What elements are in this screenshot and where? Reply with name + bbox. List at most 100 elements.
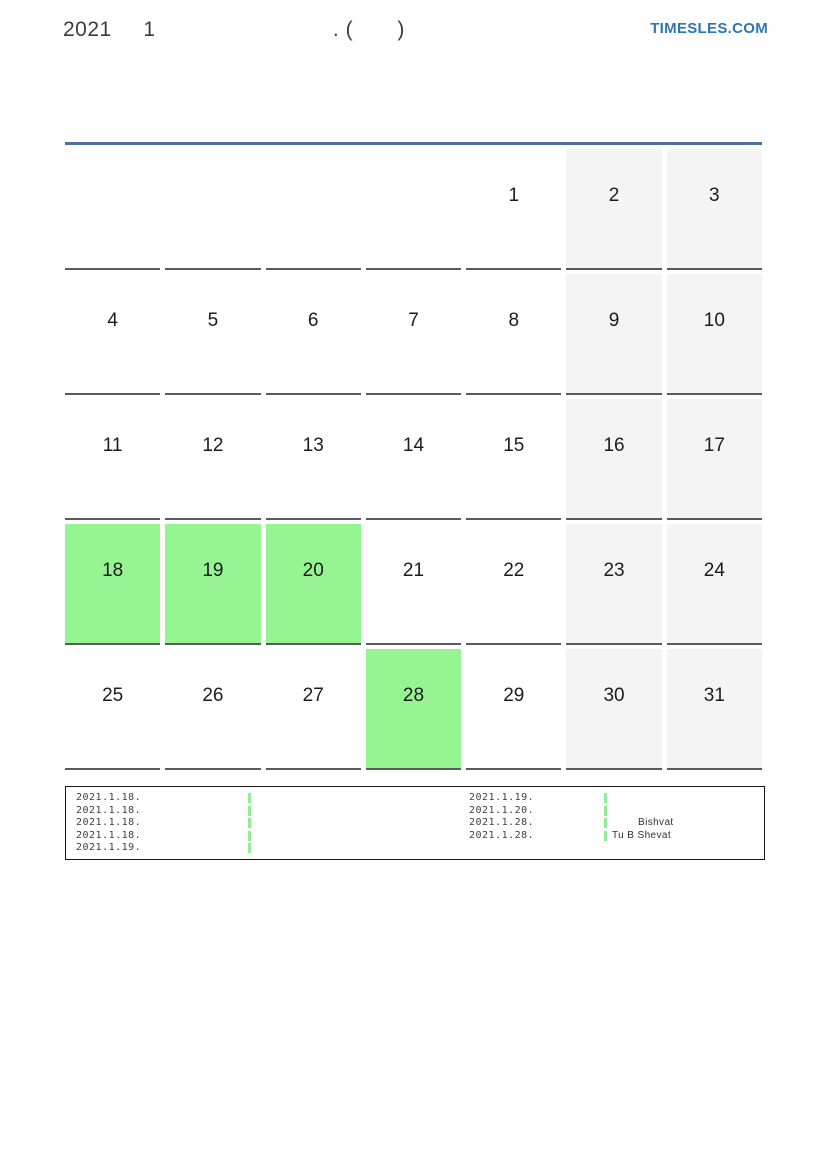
day-cell: 12 xyxy=(165,399,261,520)
day-cell: 21 xyxy=(365,524,462,645)
page-header: 2021 1 . ( ) TIMESLES.COM xyxy=(63,18,768,42)
day-cell-weekend: 24 xyxy=(666,524,762,645)
legend-date: 2021.1.18. xyxy=(76,829,142,841)
day-number: 26 xyxy=(202,685,224,706)
day-cell: 8 xyxy=(466,274,562,395)
event-marker-icon xyxy=(604,818,607,829)
event-marker-icon xyxy=(604,793,607,803)
day-cell: 27 xyxy=(265,649,361,770)
day-number: 21 xyxy=(402,560,425,581)
legend-date: 2021.1.18. xyxy=(76,792,142,803)
day-number: 16 xyxy=(603,435,625,456)
day-number: 20 xyxy=(302,560,324,581)
day-cell-weekend: 2 xyxy=(566,149,662,270)
empty-cell xyxy=(65,149,161,270)
event-marker-icon xyxy=(604,805,607,816)
legend-entry: 2021.1.19. xyxy=(76,842,466,855)
day-cell-weekend: 23 xyxy=(566,524,662,645)
event-marker-icon xyxy=(248,843,251,854)
day-cell: 13 xyxy=(265,399,361,520)
day-number: 25 xyxy=(102,685,124,706)
event-marker-icon xyxy=(248,805,251,816)
day-number: 8 xyxy=(508,310,520,331)
empty-cell xyxy=(265,149,361,270)
legend-entry: 2021.1.28. Bishvat xyxy=(469,817,764,830)
day-number: 2 xyxy=(608,185,620,206)
empty-cell xyxy=(365,149,462,270)
page-title: 2021 1 . ( ) xyxy=(63,18,405,41)
day-cell: 7 xyxy=(365,274,462,395)
day-number: 15 xyxy=(503,435,525,456)
calendar-grid: 1 2 3 4 5 6 7 8 9 10 11 12 13 14 15 16 1… xyxy=(65,142,762,770)
legend-entry: 2021.1.18. xyxy=(76,805,466,818)
day-cell: 26 xyxy=(165,649,261,770)
day-number: 5 xyxy=(207,310,219,331)
event-marker-icon xyxy=(248,793,251,803)
day-number: 18 xyxy=(102,560,124,581)
day-number: 19 xyxy=(202,560,224,581)
legend-date: 2021.1.19. xyxy=(76,842,142,854)
legend-date: 2021.1.18. xyxy=(76,804,142,816)
legend-entry: 2021.1.20. xyxy=(469,805,764,818)
legend-date: 2021.1.28. xyxy=(469,829,535,841)
legend-date: 2021.1.28. xyxy=(469,817,535,829)
day-cell: 15 xyxy=(466,399,562,520)
day-cell-weekend: 3 xyxy=(666,149,762,270)
day-number: 6 xyxy=(307,310,319,331)
event-marker-icon xyxy=(604,830,607,841)
day-cell-highlighted: 18 xyxy=(65,524,161,645)
day-cell: 14 xyxy=(365,399,462,520)
legend-column-left: 2021.1.18. 2021.1.18. 2021.1.18. 2021.1.… xyxy=(76,792,466,859)
legend-box: 2021.1.18. 2021.1.18. 2021.1.18. 2021.1.… xyxy=(65,786,765,860)
brand-link[interactable]: TIMESLES.COM xyxy=(650,20,768,37)
day-cell: 5 xyxy=(165,274,261,395)
day-cell: 4 xyxy=(65,274,161,395)
event-marker-icon xyxy=(248,830,251,841)
day-number: 13 xyxy=(302,435,324,456)
day-cell-weekend: 10 xyxy=(666,274,762,395)
day-cell-highlighted: 19 xyxy=(165,524,261,645)
day-number: 23 xyxy=(603,560,625,581)
legend-entry: 2021.1.18. xyxy=(76,817,466,830)
day-number: 14 xyxy=(402,435,425,456)
day-cell: 22 xyxy=(466,524,562,645)
day-number: 31 xyxy=(703,685,725,706)
legend-entry: 2021.1.19. xyxy=(469,792,764,805)
legend-date: 2021.1.20. xyxy=(469,804,535,816)
legend-entry: 2021.1.28. Tu B Shevat xyxy=(469,830,764,843)
day-cell-weekend: 31 xyxy=(666,649,762,770)
day-cell-highlighted: 28 xyxy=(365,649,462,770)
day-number: 29 xyxy=(503,685,525,706)
day-number: 24 xyxy=(703,560,725,581)
day-number: 30 xyxy=(603,685,625,706)
day-number: 3 xyxy=(709,185,720,206)
day-cell-weekend: 9 xyxy=(566,274,662,395)
day-number: 10 xyxy=(703,310,725,331)
day-number: 9 xyxy=(608,310,620,331)
day-number: 17 xyxy=(703,435,725,456)
day-cell: 1 xyxy=(466,149,562,270)
day-number: 7 xyxy=(408,310,419,331)
day-cell: 29 xyxy=(466,649,562,770)
day-number: 4 xyxy=(107,310,118,331)
day-cell-highlighted: 20 xyxy=(265,524,361,645)
legend-entry: 2021.1.18. xyxy=(76,830,466,843)
day-cell-weekend: 16 xyxy=(566,399,662,520)
day-cell: 6 xyxy=(265,274,361,395)
day-number: 11 xyxy=(102,435,123,456)
legend-column-right: 2021.1.19. 2021.1.20. 2021.1.28. Bishvat… xyxy=(466,792,764,859)
event-marker-icon xyxy=(248,818,251,829)
day-cell-weekend: 30 xyxy=(566,649,662,770)
day-number: 27 xyxy=(302,685,324,706)
legend-entry: 2021.1.18. xyxy=(76,792,466,805)
day-cell: 25 xyxy=(65,649,161,770)
day-number: 28 xyxy=(402,685,425,706)
day-cell: 11 xyxy=(65,399,161,520)
legend-label: Tu B Shevat xyxy=(612,829,672,841)
legend-label: Bishvat xyxy=(638,817,674,829)
legend-date: 2021.1.19. xyxy=(469,792,535,803)
day-number: 22 xyxy=(503,560,525,581)
day-number: 1 xyxy=(508,185,520,206)
legend-date: 2021.1.18. xyxy=(76,817,142,829)
empty-cell xyxy=(165,149,261,270)
